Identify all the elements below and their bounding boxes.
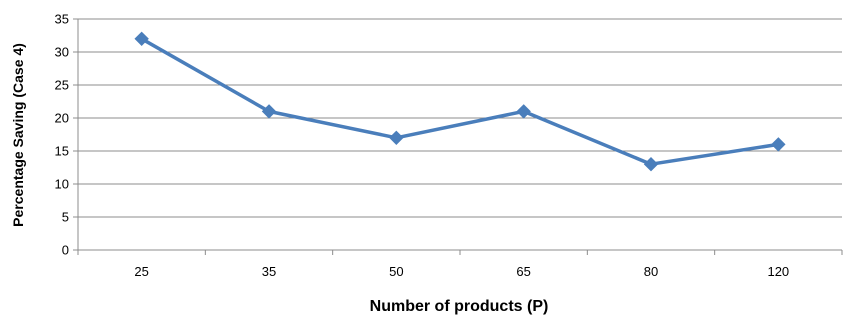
y-axis-title: Percentage Saving (Case 4) xyxy=(10,43,26,227)
x-tick-label: 65 xyxy=(516,264,530,279)
x-axis-title: Number of products (P) xyxy=(370,298,549,315)
y-tick-label: 5 xyxy=(62,210,69,225)
data-point xyxy=(261,104,277,119)
x-tick-label: 80 xyxy=(644,264,658,279)
gridlines xyxy=(78,18,842,218)
y-tick-label: 15 xyxy=(55,144,69,159)
y-tick-label: 20 xyxy=(55,111,69,126)
axes xyxy=(73,18,843,255)
data-point xyxy=(771,137,786,152)
data-point xyxy=(389,130,404,146)
data-point xyxy=(134,31,149,47)
y-tick-label: 0 xyxy=(62,243,69,258)
y-tick-labels: 0 5 10 15 20 25 30 35 xyxy=(55,12,69,258)
x-tick-label: 25 xyxy=(134,264,148,279)
data-point xyxy=(643,156,659,172)
x-tick-labels: 25 35 50 65 80 120 xyxy=(134,264,789,279)
y-tick-label: 30 xyxy=(55,45,69,60)
x-tick-label: 50 xyxy=(389,264,403,279)
y-tick-label: 35 xyxy=(55,12,69,27)
y-tick-label: 25 xyxy=(55,78,69,93)
series-line xyxy=(139,37,781,166)
x-tick-label: 35 xyxy=(262,264,276,279)
data-point xyxy=(516,104,531,119)
y-tick-label: 10 xyxy=(55,177,69,192)
series-group xyxy=(134,31,786,172)
x-tick-label: 120 xyxy=(767,264,789,279)
